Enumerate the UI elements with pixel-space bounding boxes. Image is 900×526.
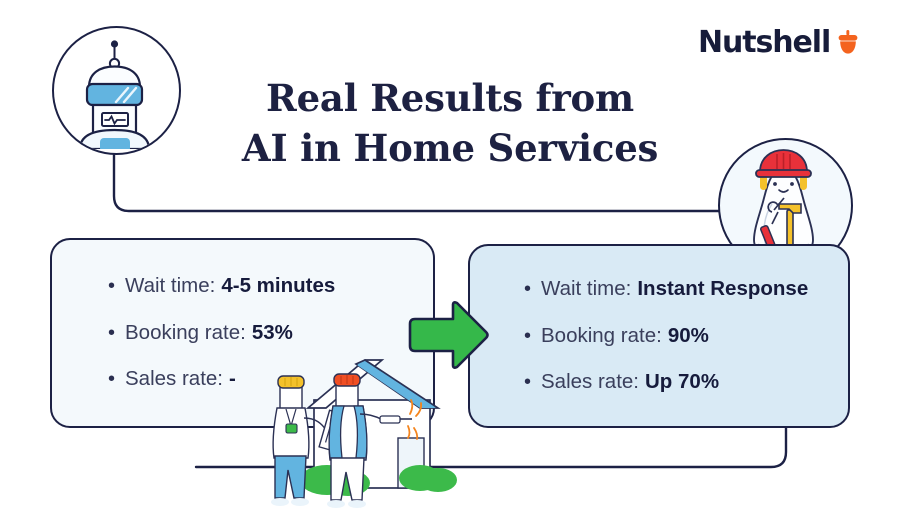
title-line-2: AI in Home Services bbox=[241, 126, 659, 171]
logo-wordmark: Nutshell bbox=[698, 25, 831, 60]
list-item: • Booking rate: 53% bbox=[108, 320, 433, 344]
metric-value: Up 70% bbox=[645, 370, 720, 394]
metric-value: 90% bbox=[667, 323, 709, 347]
metric-label: Sales rate: bbox=[125, 367, 223, 391]
metric-label: Booking rate: bbox=[541, 323, 662, 347]
title-line-1: Real Results from bbox=[266, 75, 634, 120]
acorn-icon bbox=[838, 30, 858, 54]
list-item: • Sales rate: Up 70% bbox=[524, 372, 848, 393]
list-item: • Wait time: Instant Response bbox=[524, 279, 848, 300]
bullet-icon: • bbox=[108, 275, 116, 298]
page-title: Real Results from AI in Home Services bbox=[170, 73, 730, 174]
bullet-icon: • bbox=[524, 371, 532, 394]
metric-label: Wait time: bbox=[125, 274, 216, 298]
metric-label: Booking rate: bbox=[125, 320, 246, 344]
list-item: • Wait time: 4-5 minutes bbox=[108, 276, 433, 297]
bullet-icon: • bbox=[108, 321, 116, 344]
before-ai-panel: • Wait time: 4-5 minutes • Booking rate:… bbox=[50, 238, 435, 428]
bullet-icon: • bbox=[524, 324, 532, 347]
bullet-icon: • bbox=[524, 278, 532, 301]
metric-label: Wait time: bbox=[541, 277, 632, 301]
bullet-icon: • bbox=[108, 368, 116, 391]
list-item: • Booking rate: 90% bbox=[524, 323, 848, 347]
green-right-arrow-icon bbox=[408, 301, 489, 369]
technicians-at-house-illustration bbox=[271, 359, 457, 508]
robot-icon bbox=[52, 26, 181, 155]
metric-value: Instant Response bbox=[637, 277, 809, 301]
metric-label: Sales rate: bbox=[541, 370, 639, 394]
metric-value: 53% bbox=[251, 320, 293, 344]
after-ai-panel: • Wait time: Instant Response • Booking … bbox=[468, 244, 850, 428]
metric-value: 4-5 minutes bbox=[221, 274, 336, 298]
metric-value: - bbox=[229, 367, 236, 391]
list-item: • Sales rate: - bbox=[108, 369, 433, 390]
nutshell-logo: Nutshell bbox=[698, 28, 859, 58]
